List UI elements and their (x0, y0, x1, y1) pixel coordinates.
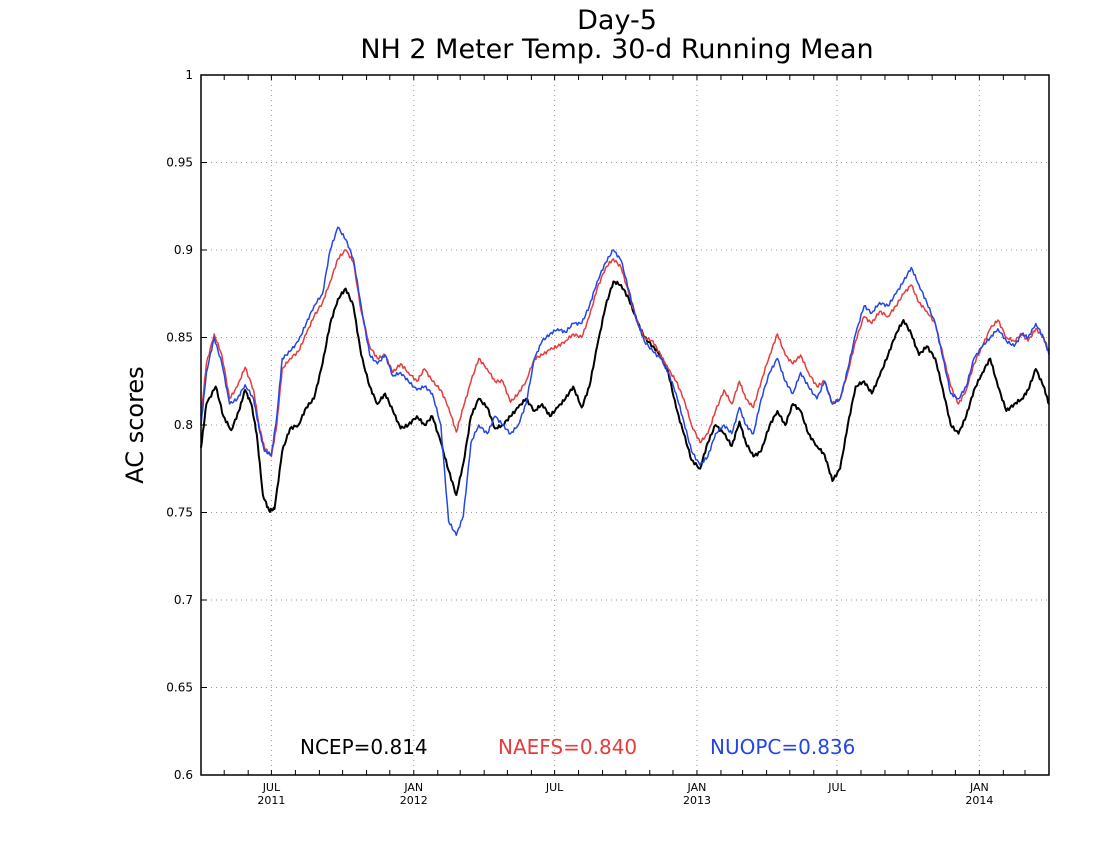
series-line-nuopc (200, 226, 1050, 537)
y-tick-label: 0.75 (166, 506, 193, 520)
y-axis-label: AC scores (121, 366, 149, 483)
series-lines (200, 226, 1050, 537)
chart-subtitle: NH 2 Meter Temp. 30-d Running Mean (360, 34, 873, 65)
chart-title: Day-5 (577, 5, 657, 36)
y-tick-label: 0.65 (166, 681, 193, 695)
x-tick-year: 2013 (683, 794, 711, 807)
y-tick-label: 0.85 (166, 331, 193, 345)
x-tick-year: 2014 (965, 794, 993, 807)
legend: NCEP=0.814 NAEFS=0.840 NUOPC=0.836 (300, 735, 855, 759)
x-tick-year: 2012 (400, 794, 428, 807)
x-tick-month: JUL (545, 781, 564, 794)
x-tick-month: JUL (262, 781, 281, 794)
x-tick-month: JAN (403, 781, 423, 794)
y-tick-label: 1 (185, 68, 193, 82)
x-tick-year: 2011 (257, 794, 285, 807)
y-tick-label: 0.6 (174, 768, 193, 782)
x-tick-month: JAN (687, 781, 707, 794)
y-tick-label: 0.9 (174, 243, 193, 257)
legend-entry-ncep: NCEP=0.814 (300, 735, 428, 759)
series-line-ncep (200, 280, 1050, 513)
y-tick-label: 0.7 (174, 593, 193, 607)
y-tick-label: 0.8 (174, 418, 193, 432)
x-tick-month: JAN (969, 781, 989, 794)
legend-entry-nuopc: NUOPC=0.836 (710, 735, 855, 759)
series-line-naefs (200, 249, 1050, 458)
y-tick-label: 0.95 (166, 156, 193, 170)
x-tick-month: JUL (827, 781, 846, 794)
y-axis-ticks: 0.6 0.65 0.7 0.75 0.8 0.85 0.9 0.95 1 (166, 68, 207, 782)
grid-lines (201, 75, 1049, 775)
legend-entry-naefs: NAEFS=0.840 (498, 735, 637, 759)
